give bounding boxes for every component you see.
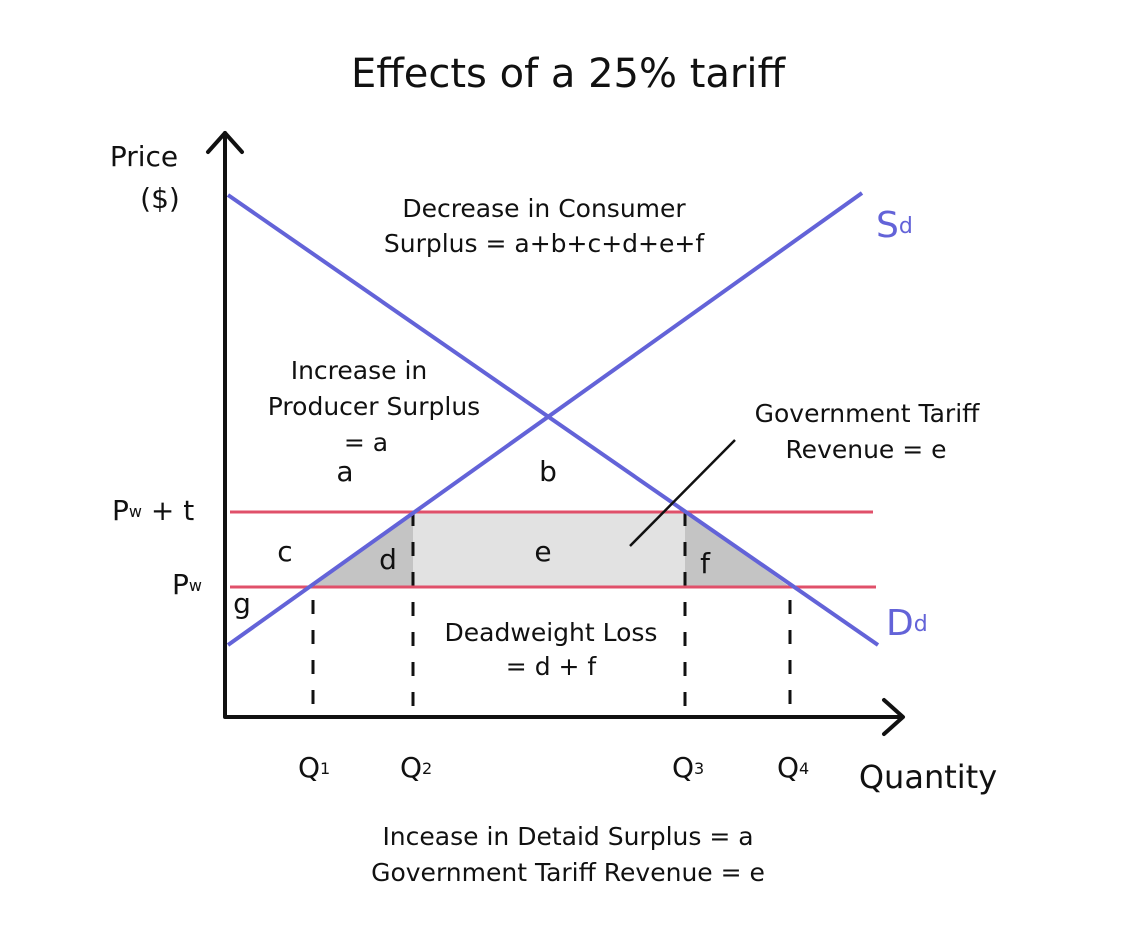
deadweight-note: Deadweight Loss: [445, 618, 658, 647]
price-main: P: [112, 494, 129, 527]
demand-label-main: D: [886, 603, 914, 644]
pointer-line: [629, 439, 736, 547]
q-main: Q: [400, 751, 422, 784]
x-arrow: [882, 698, 905, 736]
x-axis-label: Quantity: [859, 758, 997, 796]
guides: [311, 512, 792, 712]
axes: [206, 131, 905, 736]
q-sub: 3: [694, 759, 704, 778]
revenue-note: Government Tariff: [755, 399, 981, 428]
q-sub: 1: [320, 759, 330, 778]
q-label: Q4: [777, 751, 809, 784]
consumer-note: Surplus = a+b+c+d+e+f: [384, 229, 705, 258]
q-main: Q: [777, 751, 799, 784]
producer-note: = a: [344, 428, 388, 457]
region-label: b: [539, 455, 557, 488]
title: Effects of a 25% tariff: [351, 51, 787, 97]
region-label: f: [700, 547, 711, 580]
price-rest: + t: [142, 494, 194, 527]
supply-label-sub: d: [899, 214, 913, 239]
revenue-note: Revenue = e: [785, 435, 946, 464]
price-sub: w: [129, 502, 142, 521]
y-arrow: [206, 131, 244, 154]
supply-label: Sd: [876, 205, 913, 246]
axis-lines: [223, 131, 904, 719]
y-axis-label: ($): [140, 182, 180, 215]
q-label: Q1: [298, 751, 330, 784]
q-main: Q: [298, 751, 320, 784]
price-main: P: [172, 568, 189, 601]
demand-label: Dd: [886, 603, 928, 644]
supply-curve: [226, 191, 864, 647]
y-axis-label: Price: [110, 140, 178, 173]
region-label: c: [277, 535, 292, 568]
supply-label-main: S: [876, 205, 899, 246]
region-label: g: [233, 587, 251, 620]
region-label: e: [534, 535, 551, 568]
producer-note: Producer Surplus: [268, 392, 480, 421]
footer-line: Incease in Detaid Surplus = a: [382, 822, 753, 851]
consumer-note: Decrease in Consumer: [402, 194, 686, 223]
region-label: d: [379, 543, 397, 576]
region-label: a: [336, 455, 353, 488]
demand-label-sub: d: [914, 612, 928, 637]
price-sub: w: [189, 576, 202, 595]
footer-line: Government Tariff Revenue = e: [371, 858, 765, 887]
q-sub: 4: [799, 759, 809, 778]
demand-curve: [226, 193, 880, 647]
q-label: Q2: [400, 751, 432, 784]
q-sub: 2: [422, 759, 432, 778]
price-label-tariff: Pw + t: [112, 494, 194, 527]
area-e: [413, 512, 685, 587]
price-label-world: Pw: [172, 568, 202, 601]
q-main: Q: [672, 751, 694, 784]
deadweight-note: = d + f: [506, 652, 598, 681]
q-label: Q3: [672, 751, 704, 784]
producer-note: Increase in: [291, 356, 428, 385]
